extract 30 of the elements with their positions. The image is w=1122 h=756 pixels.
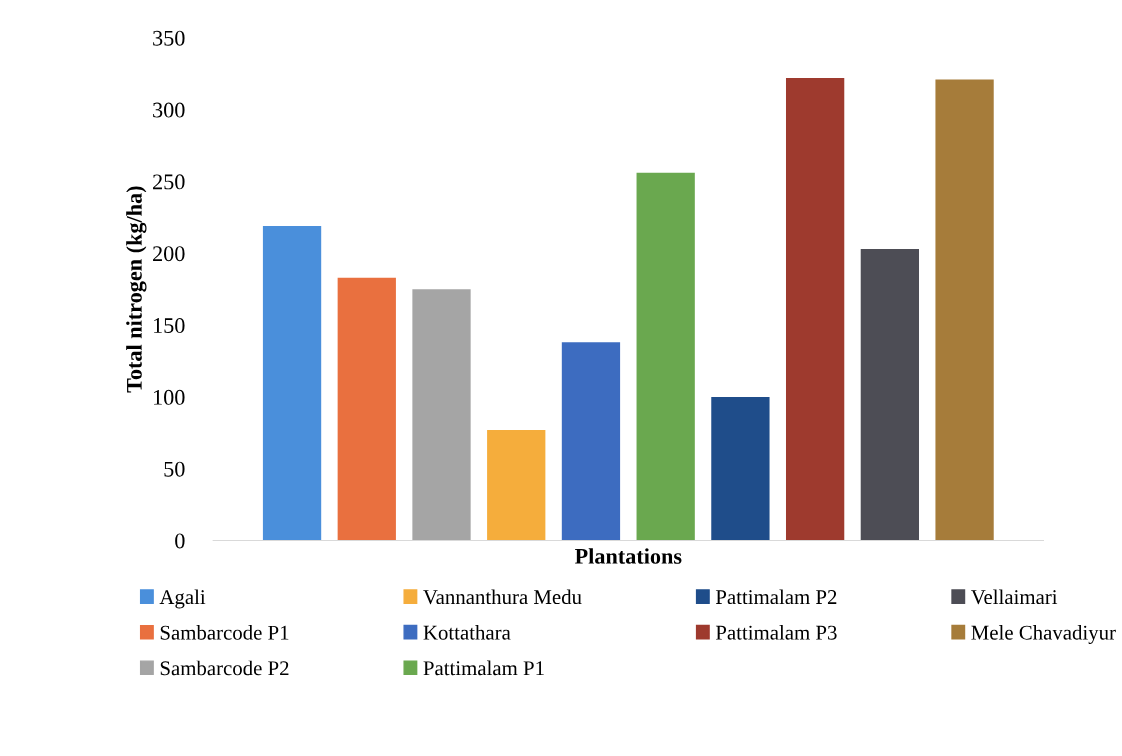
y-axis-title: Total nitrogen (kg/ha) — [126, 186, 147, 393]
y-tick-label: 300 — [153, 102, 185, 118]
legend-label: Pattimalam P2 — [715, 589, 837, 605]
y-tick-label: 150 — [154, 318, 185, 334]
bar — [935, 79, 994, 541]
legend-label: Sambarcode P2 — [160, 660, 289, 676]
legend-label: Agali — [159, 589, 206, 609]
legend-label: Pattimalam P1 — [423, 660, 544, 676]
y-tick-label: 100 — [154, 389, 185, 405]
legend-label: Sambarcode P1 — [160, 625, 289, 640]
y-tick-label: 200 — [153, 246, 185, 262]
y-tick-label: 0 — [175, 533, 185, 549]
bar — [487, 429, 546, 541]
y-tick-label: 50 — [164, 461, 185, 477]
legend-label: Vellaimari — [971, 589, 1058, 605]
legend-label: Kottathara — [423, 625, 511, 640]
y-tick-label: 250 — [153, 174, 185, 190]
legend-label: Pattimalam P3 — [715, 625, 837, 640]
bar — [561, 342, 621, 541]
x-axis-title: Plantations — [574, 548, 682, 564]
bar — [337, 277, 396, 541]
bar — [262, 225, 322, 541]
bar — [412, 289, 471, 541]
y-tick-label: 350 — [153, 30, 185, 46]
bar — [711, 396, 770, 541]
legend-label: Mele Chavadiyur — [971, 625, 1116, 644]
bar — [860, 248, 919, 541]
legend-label: Vannanthura Medu — [423, 589, 582, 605]
bar — [636, 172, 695, 541]
bar — [785, 78, 845, 541]
